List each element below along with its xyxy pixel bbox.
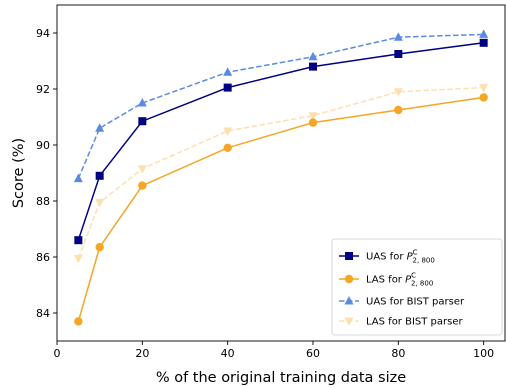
data-point [95, 123, 105, 132]
y-tick-label: 94 [36, 27, 50, 40]
data-point [223, 83, 232, 92]
data-point [73, 254, 83, 264]
data-point [308, 112, 318, 121]
data-point [394, 105, 403, 115]
data-point [479, 84, 489, 93]
data-point [74, 236, 83, 245]
series-1 [74, 38, 488, 245]
data-point [223, 127, 233, 136]
legend-label: UAS for BIST parser [366, 297, 465, 308]
plot-frame [56, 4, 506, 342]
y-tick-label: 92 [36, 83, 50, 96]
legend-marker [344, 296, 354, 305]
y-tick-label: 84 [36, 307, 50, 320]
data-point [393, 88, 403, 97]
data-point [137, 98, 147, 107]
legend-label: LAS for BIST parser [366, 317, 463, 328]
plot-marks [73, 29, 489, 326]
y-tick-label: 88 [36, 195, 50, 208]
series-line [77, 86, 484, 259]
data-point [479, 38, 488, 47]
legend-marker [345, 252, 353, 260]
x-tick-label: 60 [306, 347, 320, 360]
data-point [95, 198, 105, 208]
data-point [137, 165, 147, 174]
y-axis: 84 86 88 90 92 94 [36, 27, 57, 320]
x-tick-label: 20 [135, 347, 149, 360]
data-point [223, 143, 232, 152]
series-line [77, 42, 484, 241]
legend: UAS for PC 2, 800 LAS for PC 2, 800 UAS for … [331, 238, 503, 336]
legend-item: UAS for PC 2, 800 [339, 249, 435, 265]
data-point [309, 62, 317, 71]
data-point [393, 32, 403, 41]
y-axis-label: Score (%) [11, 138, 27, 208]
y-tick-label: 86 [36, 251, 50, 264]
legend-label: UAS for PC 2, 800 [366, 249, 435, 265]
x-axis-label: % of the original training data size [156, 370, 406, 386]
data-point [308, 118, 318, 127]
data-point [74, 317, 83, 326]
y-tick-label: 90 [36, 139, 50, 152]
series-4 [73, 84, 489, 264]
x-tick-label: 100 [473, 347, 494, 360]
legend-marker [344, 317, 354, 326]
x-tick-label: 80 [391, 347, 405, 360]
legend-marker [344, 274, 354, 284]
series-2 [74, 93, 488, 326]
series-3 [73, 29, 489, 183]
legend-item: LAS for BIST parser [339, 317, 463, 328]
data-point [138, 181, 147, 190]
data-point [223, 67, 233, 76]
x-axis: 0 20 40 60 80 100 [54, 341, 494, 360]
data-point [308, 51, 318, 61]
data-point [479, 29, 489, 38]
data-point [95, 171, 104, 180]
x-tick-label: 0 [54, 347, 61, 360]
legend-label: LAS for PC 2, 800 [366, 272, 433, 288]
data-point [95, 243, 104, 252]
data-point [73, 173, 83, 183]
legend-item: UAS for BIST parser [339, 296, 465, 308]
data-point [138, 117, 147, 126]
legend-box [331, 238, 503, 336]
data-point [479, 93, 488, 102]
legend-item: LAS for PC 2, 800 [339, 272, 433, 288]
data-point [394, 50, 403, 58]
x-tick-label: 40 [221, 347, 235, 360]
